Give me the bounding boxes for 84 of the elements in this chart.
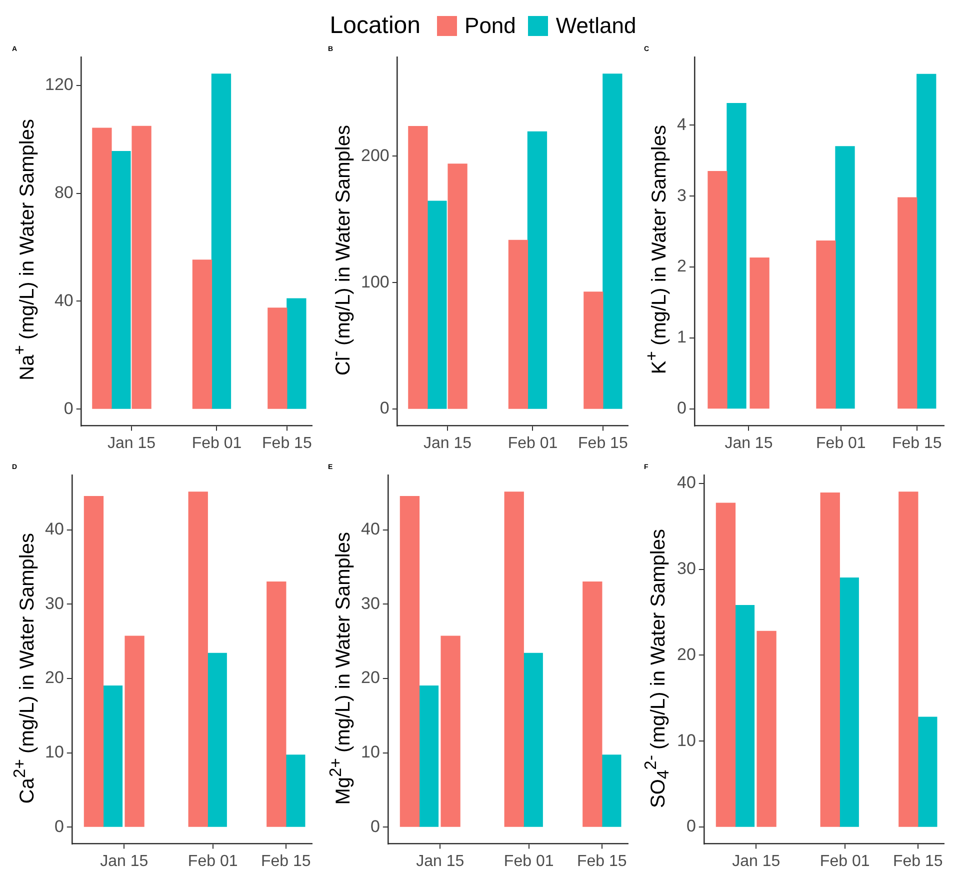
y-tick-label: 2 <box>676 256 686 276</box>
bar <box>286 754 306 827</box>
y-tick-label: 0 <box>370 816 380 836</box>
y-tick-label: 80 <box>54 183 74 202</box>
bar <box>192 260 212 409</box>
y-tick-label: 30 <box>44 594 64 613</box>
x-tick-label: Feb 01 <box>820 852 870 869</box>
x-tick-label: Jan 15 <box>724 434 773 452</box>
legend-label: Wetland <box>556 13 636 39</box>
y-tick-label: 0 <box>54 816 64 836</box>
y-tick-label: 10 <box>360 742 380 762</box>
y-tick-label: 30 <box>360 594 380 613</box>
x-tick-label: Jan 15 <box>100 852 148 869</box>
bar <box>408 126 428 409</box>
y-tick-label: 10 <box>44 742 64 762</box>
bar <box>726 102 746 409</box>
y-tick-label: 10 <box>676 730 696 750</box>
bar <box>266 582 286 827</box>
y-tick-label: 1 <box>676 328 686 347</box>
bar <box>708 170 728 409</box>
bar <box>508 240 528 409</box>
x-tick-label: Feb 01 <box>816 434 866 452</box>
x-tick-label: Feb 15 <box>578 434 628 452</box>
bar <box>602 754 622 827</box>
bar <box>898 492 918 827</box>
bar <box>839 578 859 827</box>
y-tick-label: 40 <box>44 520 64 539</box>
y-tick-label: 40 <box>360 520 380 539</box>
y-tick-label: 120 <box>44 75 74 94</box>
bar <box>584 292 604 409</box>
bar <box>504 492 524 827</box>
y-tick-label: 100 <box>360 272 390 292</box>
bar <box>211 74 232 409</box>
bar <box>427 200 447 409</box>
y-tick-label: 40 <box>54 290 74 310</box>
x-tick-label: Feb 15 <box>260 852 311 869</box>
bar <box>400 496 420 827</box>
x-tick-label: Jan 15 <box>732 852 780 869</box>
x-tick-label: Jan 15 <box>107 434 156 452</box>
bar <box>716 502 736 827</box>
y-tick-label: 0 <box>64 398 74 418</box>
y-tick-label: 4 <box>676 114 686 134</box>
bar <box>918 716 938 827</box>
x-tick-label: Jan 15 <box>423 434 472 452</box>
bar <box>527 131 548 409</box>
bar <box>111 150 131 409</box>
y-tick-label: 200 <box>360 146 390 165</box>
bar <box>523 652 543 827</box>
y-tick-label: 0 <box>676 398 686 418</box>
bar <box>92 128 112 409</box>
bar <box>582 582 602 827</box>
x-tick-label: Feb 15 <box>892 434 942 452</box>
bar <box>734 605 755 827</box>
bar <box>820 492 840 827</box>
bar <box>898 197 918 409</box>
x-tick-label: Feb 01 <box>504 852 554 869</box>
y-tick-label: 0 <box>380 398 390 418</box>
bar <box>286 298 306 409</box>
bar <box>418 686 439 827</box>
y-tick-label: 20 <box>360 668 380 688</box>
x-tick-label: Feb 15 <box>576 852 627 869</box>
bar <box>916 74 936 409</box>
bar <box>84 496 104 827</box>
x-tick-label: Feb 15 <box>892 852 943 869</box>
bar <box>816 240 836 409</box>
x-tick-label: Jan 15 <box>416 852 464 869</box>
y-tick-label: 3 <box>676 186 686 205</box>
x-tick-label: Feb 15 <box>262 434 312 452</box>
bar <box>102 686 123 827</box>
bar <box>835 146 855 409</box>
bar <box>188 492 208 827</box>
legend-title: Location <box>330 12 421 40</box>
x-tick-label: Feb 01 <box>192 434 242 452</box>
y-tick-label: 20 <box>676 644 696 664</box>
bar <box>602 74 622 409</box>
bar <box>268 308 288 409</box>
y-tick-label: 0 <box>686 816 696 836</box>
y-tick-label: 40 <box>676 473 696 492</box>
y-tick-label: 30 <box>676 558 696 578</box>
y-tick-label: 20 <box>44 668 64 688</box>
x-tick-label: Feb 01 <box>188 852 238 869</box>
bar <box>207 652 227 827</box>
legend-label: Pond <box>464 13 516 39</box>
x-tick-label: Feb 01 <box>508 434 558 452</box>
